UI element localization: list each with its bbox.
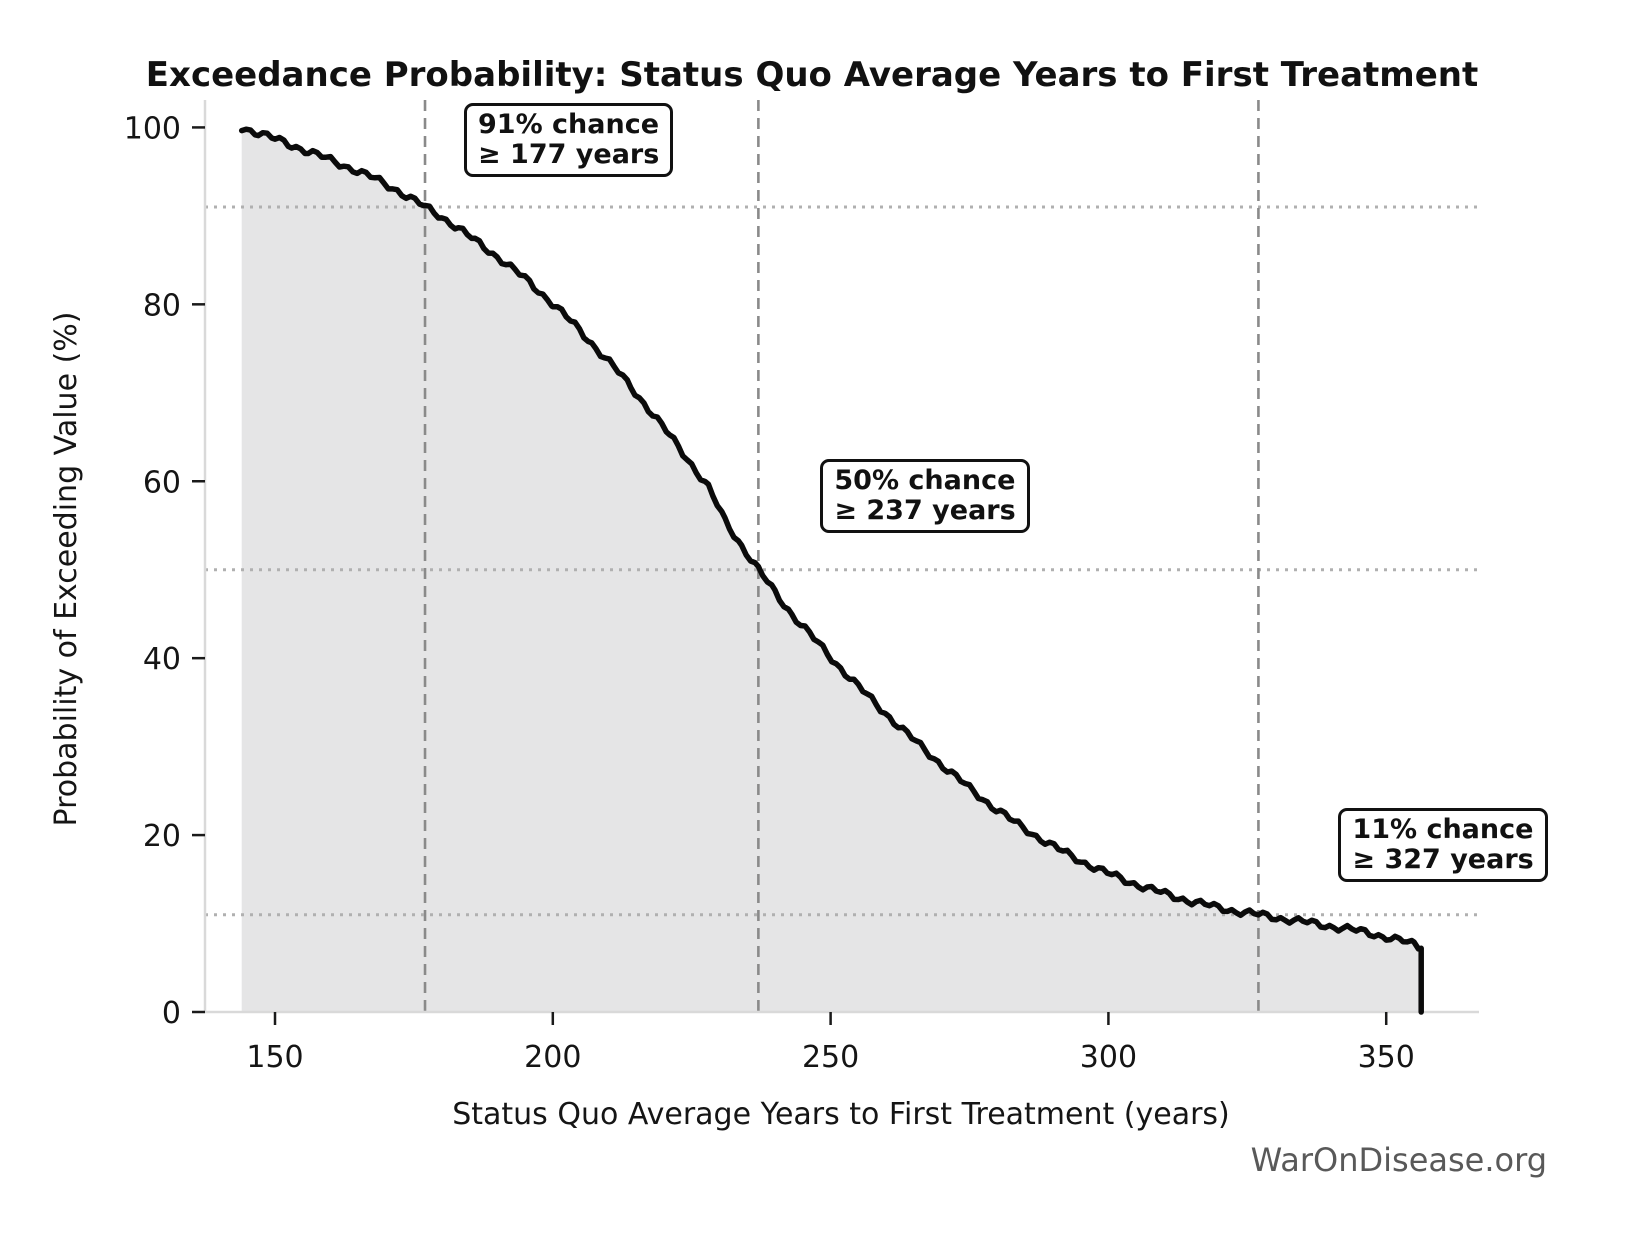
exceedance-curve	[238, 126, 1424, 1015]
y-tick-label: 40	[143, 642, 181, 677]
exceedance-curve-layer	[238, 126, 1424, 1015]
area-fill-layer	[241, 129, 1422, 1012]
watermark: WarOnDisease.org	[1251, 1141, 1547, 1179]
tick-labels-layer: 150 200 250 300 350 0 20 40 60 80 100	[124, 111, 1415, 1075]
y-tick-label: 100	[124, 111, 181, 146]
axis-ticks-layer	[192, 126, 1388, 1025]
x-axis-label: Status Quo Average Years to First Treatm…	[452, 1097, 1230, 1132]
y-tick-label: 80	[143, 288, 181, 323]
y-tick-label: 20	[143, 819, 181, 854]
y-axis-label: Probability of Exceeding Value (%)	[49, 312, 84, 827]
x-tick-label: 250	[802, 1040, 859, 1075]
axis-spines-layer	[203, 100, 1479, 1014]
x-tick-label: 150	[246, 1040, 303, 1075]
chart-title: Exceedance Probability: Status Quo Avera…	[146, 55, 1478, 95]
x-tick-label: 200	[524, 1040, 581, 1075]
x-tick-label: 350	[1358, 1040, 1415, 1075]
area-under-curve	[241, 129, 1422, 1012]
y-tick-label: 60	[143, 465, 181, 500]
y-tick-label: 0	[162, 996, 181, 1031]
guide-lines-layer	[205, 100, 1479, 1012]
x-tick-label: 300	[1080, 1040, 1137, 1075]
